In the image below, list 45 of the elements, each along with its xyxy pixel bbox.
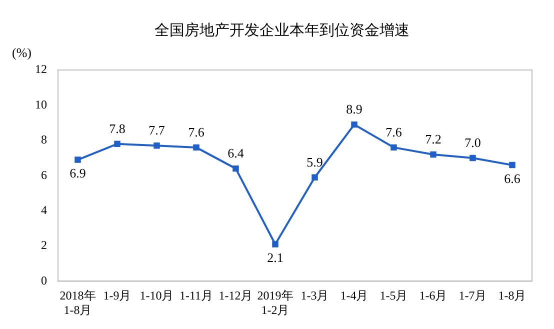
data-label: 6.4 (228, 145, 244, 160)
data-label: 7.8 (109, 120, 126, 136)
data-label: 7.7 (148, 122, 166, 138)
point (430, 151, 436, 158)
chart-title: 全国房地产开发企业本年到位资金增速 (154, 20, 410, 39)
data-label: 5.9 (306, 154, 323, 170)
data-label: 7.6 (188, 124, 205, 140)
data-label: 8.9 (346, 101, 362, 116)
data-label: 6.9 (70, 166, 86, 181)
data-label: 7.2 (425, 131, 442, 146)
data-label: 2.1 (267, 250, 284, 266)
x-tick-label: 1-8月 (498, 288, 526, 303)
data-label: 7.6 (386, 124, 402, 140)
y-tick-label: 2 (41, 238, 47, 252)
point (74, 156, 81, 163)
point (351, 121, 358, 128)
point (312, 174, 318, 180)
x-tick-label: 1-7月 (458, 288, 487, 303)
point (193, 144, 200, 151)
y-tick-label: 0 (41, 273, 47, 288)
y-tick-label: 6 (41, 168, 47, 182)
y-tick-label: 10 (35, 97, 47, 112)
point (509, 162, 516, 168)
data-label: 6.6 (504, 170, 521, 186)
x-tick-label: 1-12月 (218, 288, 253, 303)
x-tick-label: 2019年 1-2月 (257, 288, 294, 317)
point (470, 154, 476, 162)
x-tick-label: 2018年 1-8月 (60, 288, 96, 317)
x-tick-label: 1-9月 (103, 288, 132, 303)
y-tick-label: 4 (41, 202, 47, 217)
point (272, 241, 278, 248)
x-tick-label: 1-6月 (419, 288, 448, 303)
x-tick-label: 1-3月 (300, 288, 329, 303)
point (390, 144, 397, 151)
x-tick-label: 1-10月 (140, 288, 174, 303)
point (114, 140, 120, 148)
y-tick-label: 8 (41, 132, 47, 147)
x-tick-label: 1-5月 (380, 288, 408, 303)
y-axis-title: (%) (12, 44, 32, 60)
x-tick-label: 1-11月 (179, 288, 214, 303)
data-label: 7.0 (464, 134, 481, 150)
point (232, 165, 239, 172)
y-tick-label: 12 (35, 62, 47, 76)
point (154, 142, 160, 149)
x-tick-label: 1-4月 (340, 288, 368, 303)
